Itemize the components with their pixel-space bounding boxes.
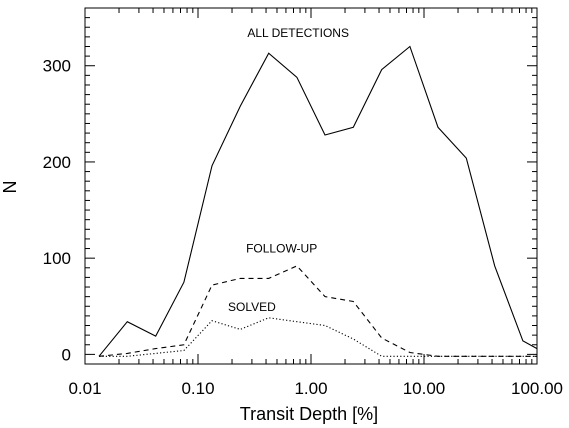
x-axis-ticks: 0.01 0.10 1.00 10.00 100.00 [68, 8, 563, 398]
y-axis-ticks: 0 100 200 300 [43, 7, 537, 364]
y-axis-title: N [0, 181, 20, 194]
plot-border [84, 7, 538, 365]
y-tick-label: 300 [43, 57, 71, 76]
series-line-follow-up [98, 265, 537, 357]
series-annotation: ALL DETECTIONS [247, 26, 349, 40]
plot-frame [84, 7, 538, 365]
series-line-all-detections [98, 45, 538, 357]
annotation-layer: ALL DETECTIONS FOLLOW-UP SOLVED [228, 26, 349, 314]
x-tick-label: 0.01 [68, 379, 101, 398]
y-tick-label: 200 [43, 153, 71, 172]
x-tick-label: 1.00 [294, 379, 327, 398]
x-axis-title: Transit Depth [%] [240, 404, 378, 424]
series-line-solved [99, 317, 537, 357]
series-annotation: SOLVED [228, 300, 276, 314]
series-layer [98, 45, 538, 357]
y-tick-label: 0 [62, 345, 71, 364]
x-tick-label: 0.10 [181, 379, 214, 398]
series-annotation: FOLLOW-UP [246, 241, 317, 255]
x-tick-label: 10.00 [403, 379, 446, 398]
y-tick-label: 100 [43, 249, 71, 268]
x-tick-label: 100.00 [511, 379, 563, 398]
